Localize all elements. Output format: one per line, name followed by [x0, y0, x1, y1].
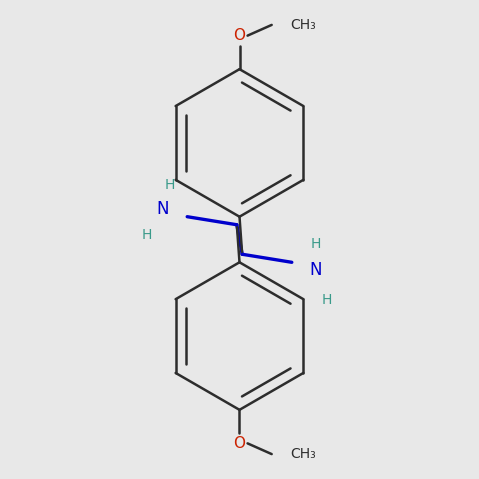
Text: O: O: [233, 28, 246, 43]
Text: N: N: [310, 262, 322, 279]
Text: CH₃: CH₃: [290, 18, 316, 32]
Text: H: H: [142, 228, 152, 242]
Text: H: H: [321, 293, 332, 307]
Text: N: N: [157, 200, 169, 217]
Text: CH₃: CH₃: [290, 447, 316, 461]
Text: O: O: [233, 436, 246, 451]
Text: H: H: [165, 178, 175, 192]
Text: H: H: [311, 237, 321, 251]
